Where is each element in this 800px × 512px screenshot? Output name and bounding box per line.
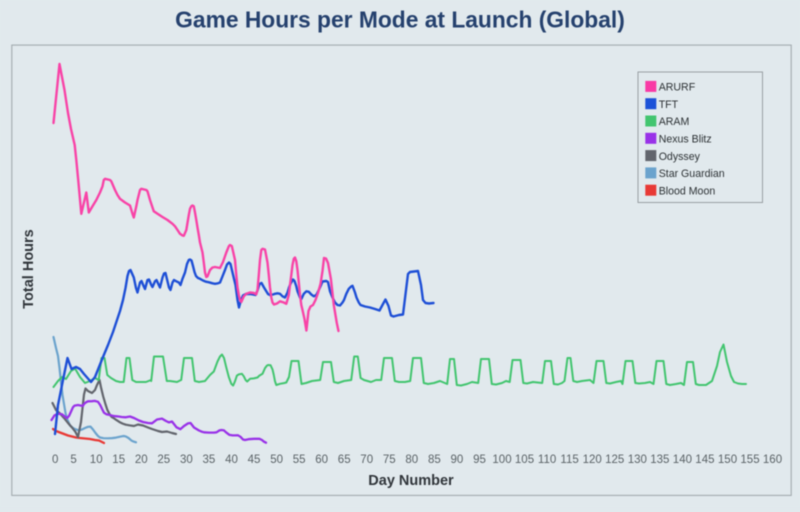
svg-text:160: 160 (763, 454, 782, 466)
svg-text:Game Hours per Mode at Launch: Game Hours per Mode at Launch (Global) (175, 7, 625, 33)
svg-text:140: 140 (673, 454, 692, 466)
svg-text:Blood Moon: Blood Moon (659, 185, 716, 197)
svg-text:5: 5 (70, 454, 76, 466)
svg-text:135: 135 (650, 454, 669, 466)
svg-text:0: 0 (52, 454, 58, 466)
svg-text:30: 30 (180, 454, 193, 466)
svg-text:15: 15 (112, 454, 125, 466)
svg-text:50: 50 (270, 454, 283, 466)
svg-text:70: 70 (360, 454, 373, 466)
svg-text:ARURF: ARURF (659, 82, 696, 94)
svg-text:Star Guardian: Star Guardian (659, 168, 725, 180)
svg-text:40: 40 (225, 454, 238, 466)
svg-text:ARAM: ARAM (659, 116, 690, 128)
svg-text:85: 85 (428, 454, 441, 466)
svg-text:25: 25 (157, 454, 170, 466)
svg-text:115: 115 (560, 454, 578, 466)
svg-text:120: 120 (583, 454, 602, 466)
svg-text:55: 55 (293, 454, 306, 466)
svg-text:Nexus Blitz: Nexus Blitz (659, 134, 712, 146)
svg-text:110: 110 (538, 454, 556, 466)
svg-text:155: 155 (740, 454, 759, 466)
svg-text:60: 60 (315, 454, 328, 466)
svg-text:95: 95 (473, 454, 486, 466)
svg-text:100: 100 (492, 454, 511, 466)
svg-text:Day Number: Day Number (368, 473, 454, 489)
svg-text:45: 45 (248, 454, 261, 466)
svg-text:125: 125 (605, 454, 624, 466)
svg-text:Odyssey: Odyssey (659, 151, 701, 163)
svg-text:Total Hours: Total Hours (21, 229, 37, 308)
svg-text:90: 90 (451, 454, 464, 466)
svg-text:130: 130 (628, 454, 647, 466)
svg-text:20: 20 (135, 454, 148, 466)
svg-text:150: 150 (718, 454, 737, 466)
svg-text:65: 65 (338, 454, 351, 466)
svg-text:80: 80 (405, 454, 418, 466)
svg-text:TFT: TFT (659, 99, 679, 111)
svg-text:145: 145 (695, 454, 714, 466)
svg-text:75: 75 (383, 454, 396, 466)
svg-text:105: 105 (515, 454, 534, 466)
svg-text:10: 10 (90, 454, 103, 466)
svg-text:35: 35 (203, 454, 216, 466)
